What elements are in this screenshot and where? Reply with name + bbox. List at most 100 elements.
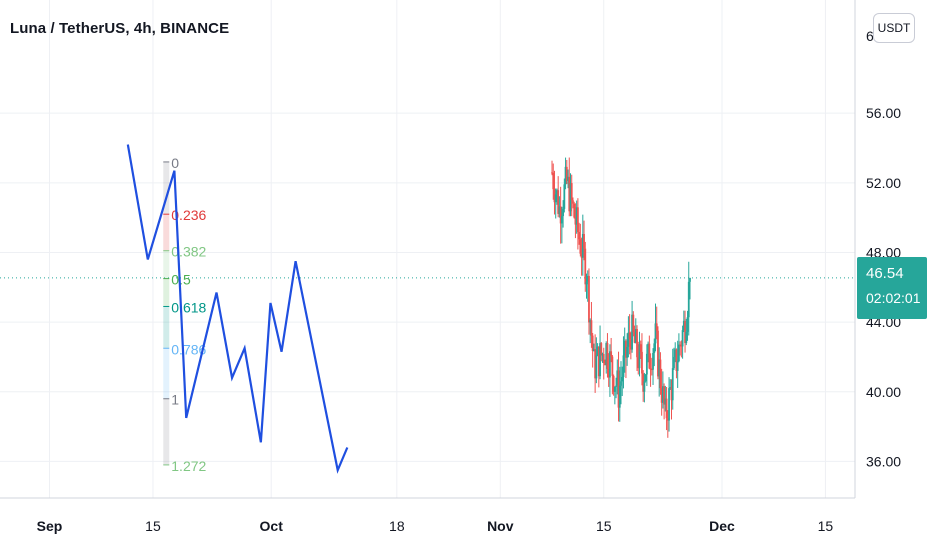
candle-body [581, 233, 584, 258]
candle-body [636, 329, 638, 358]
candle-body [558, 206, 561, 214]
candle-body [689, 277, 691, 282]
candle-body [594, 349, 597, 379]
symbol-title: Luna / TetherUS, 4h, BINANCE [10, 20, 230, 37]
candle-body [617, 370, 620, 408]
x-tick-label: 15 [145, 518, 161, 534]
candle-body [552, 172, 555, 190]
candle-body [631, 314, 633, 350]
fib-level-label: 0.5 [171, 272, 191, 288]
candle-body [553, 189, 556, 203]
candlestick-series [551, 157, 691, 438]
fib-zone [163, 398, 170, 465]
fib-level-label: 0.618 [171, 299, 206, 315]
currency-button[interactable]: USDT [873, 13, 915, 43]
candle-body [606, 343, 609, 369]
candle-body [556, 190, 558, 195]
candle-body [623, 340, 626, 356]
candle-body [585, 281, 588, 285]
candle-body [557, 190, 560, 214]
candle-body [618, 385, 621, 408]
candle-body [559, 206, 562, 224]
wave-polyline [126, 144, 349, 474]
candle-body [622, 355, 625, 378]
y-tick-label: 56.00 [866, 105, 901, 121]
candle-body [599, 343, 601, 377]
candle-body [629, 339, 632, 350]
x-tick-label: Oct [260, 518, 284, 534]
candle-body [576, 207, 579, 232]
candle-body [686, 317, 689, 332]
y-tick-label: 48.00 [866, 244, 901, 260]
candle-body [668, 388, 670, 421]
candle-body [611, 356, 614, 376]
candle-body [645, 353, 648, 375]
candle-body [626, 346, 629, 358]
y-tick-label-partial: 6 [866, 28, 874, 44]
candle-body [654, 323, 657, 344]
candle-body [642, 373, 645, 392]
candle-body [650, 369, 653, 371]
candle-body [625, 340, 627, 358]
y-tick-label: 36.00 [866, 453, 901, 469]
x-tick-label: 18 [389, 518, 405, 534]
candle-body [604, 363, 606, 366]
candle-body [589, 320, 592, 323]
candle-body [638, 344, 641, 369]
candle-body [562, 208, 565, 217]
candle-body [588, 275, 590, 323]
candle-body [607, 368, 610, 378]
candle-body [684, 320, 686, 344]
candle-body [637, 357, 640, 369]
fib-zone [163, 214, 170, 251]
candle-body [621, 377, 624, 382]
candle-body [681, 330, 684, 347]
candle-body [643, 381, 646, 392]
candle-body [580, 253, 583, 258]
fib-zone [163, 250, 170, 279]
fib-zone [163, 348, 170, 399]
candle-body [628, 332, 631, 340]
x-tick-label: 15 [596, 518, 612, 534]
fib-level-label: 1 [171, 392, 179, 408]
candle-body [661, 386, 664, 403]
candle-body [591, 335, 594, 351]
candle-body [570, 183, 573, 201]
candle-body [648, 343, 651, 369]
candle-body [663, 386, 666, 405]
candle-body [674, 349, 677, 357]
fib-zone [163, 278, 170, 307]
fib-level-label: 0.236 [171, 207, 206, 223]
candle-body [676, 361, 679, 371]
candle-body [563, 184, 566, 209]
candle-body [609, 351, 611, 378]
last-price-badge: 46.54 02:02:01 [857, 257, 927, 319]
candle-body [602, 353, 605, 364]
candle-body [660, 388, 663, 403]
candle-body [593, 349, 595, 351]
candle-body [573, 203, 576, 218]
fibonacci-retracement: 0 0.236 0.382 0.5 0.618 0.786 1 1.272 [163, 155, 207, 474]
chart-grid [0, 0, 855, 498]
candle-body [679, 344, 682, 346]
candle-body [575, 207, 578, 225]
candle-body [671, 368, 674, 401]
candle-body [675, 349, 678, 371]
candle-body [673, 356, 675, 369]
candle-body [665, 398, 668, 419]
fib-level-label: 1.272 [171, 458, 206, 474]
x-tick-label: Sep [37, 518, 63, 534]
candle-body [653, 343, 656, 353]
x-tick-label: Nov [487, 518, 514, 534]
candle-body [666, 418, 669, 421]
candle-body [682, 320, 685, 331]
fib-level-label: 0 [171, 155, 179, 171]
candle-body [612, 375, 615, 392]
candle-body [687, 281, 690, 318]
candle-body [641, 351, 643, 374]
candle-body [657, 330, 659, 377]
candle-body [647, 343, 650, 354]
last-price-value: 46.54 [866, 265, 904, 282]
candle-body [569, 183, 572, 212]
